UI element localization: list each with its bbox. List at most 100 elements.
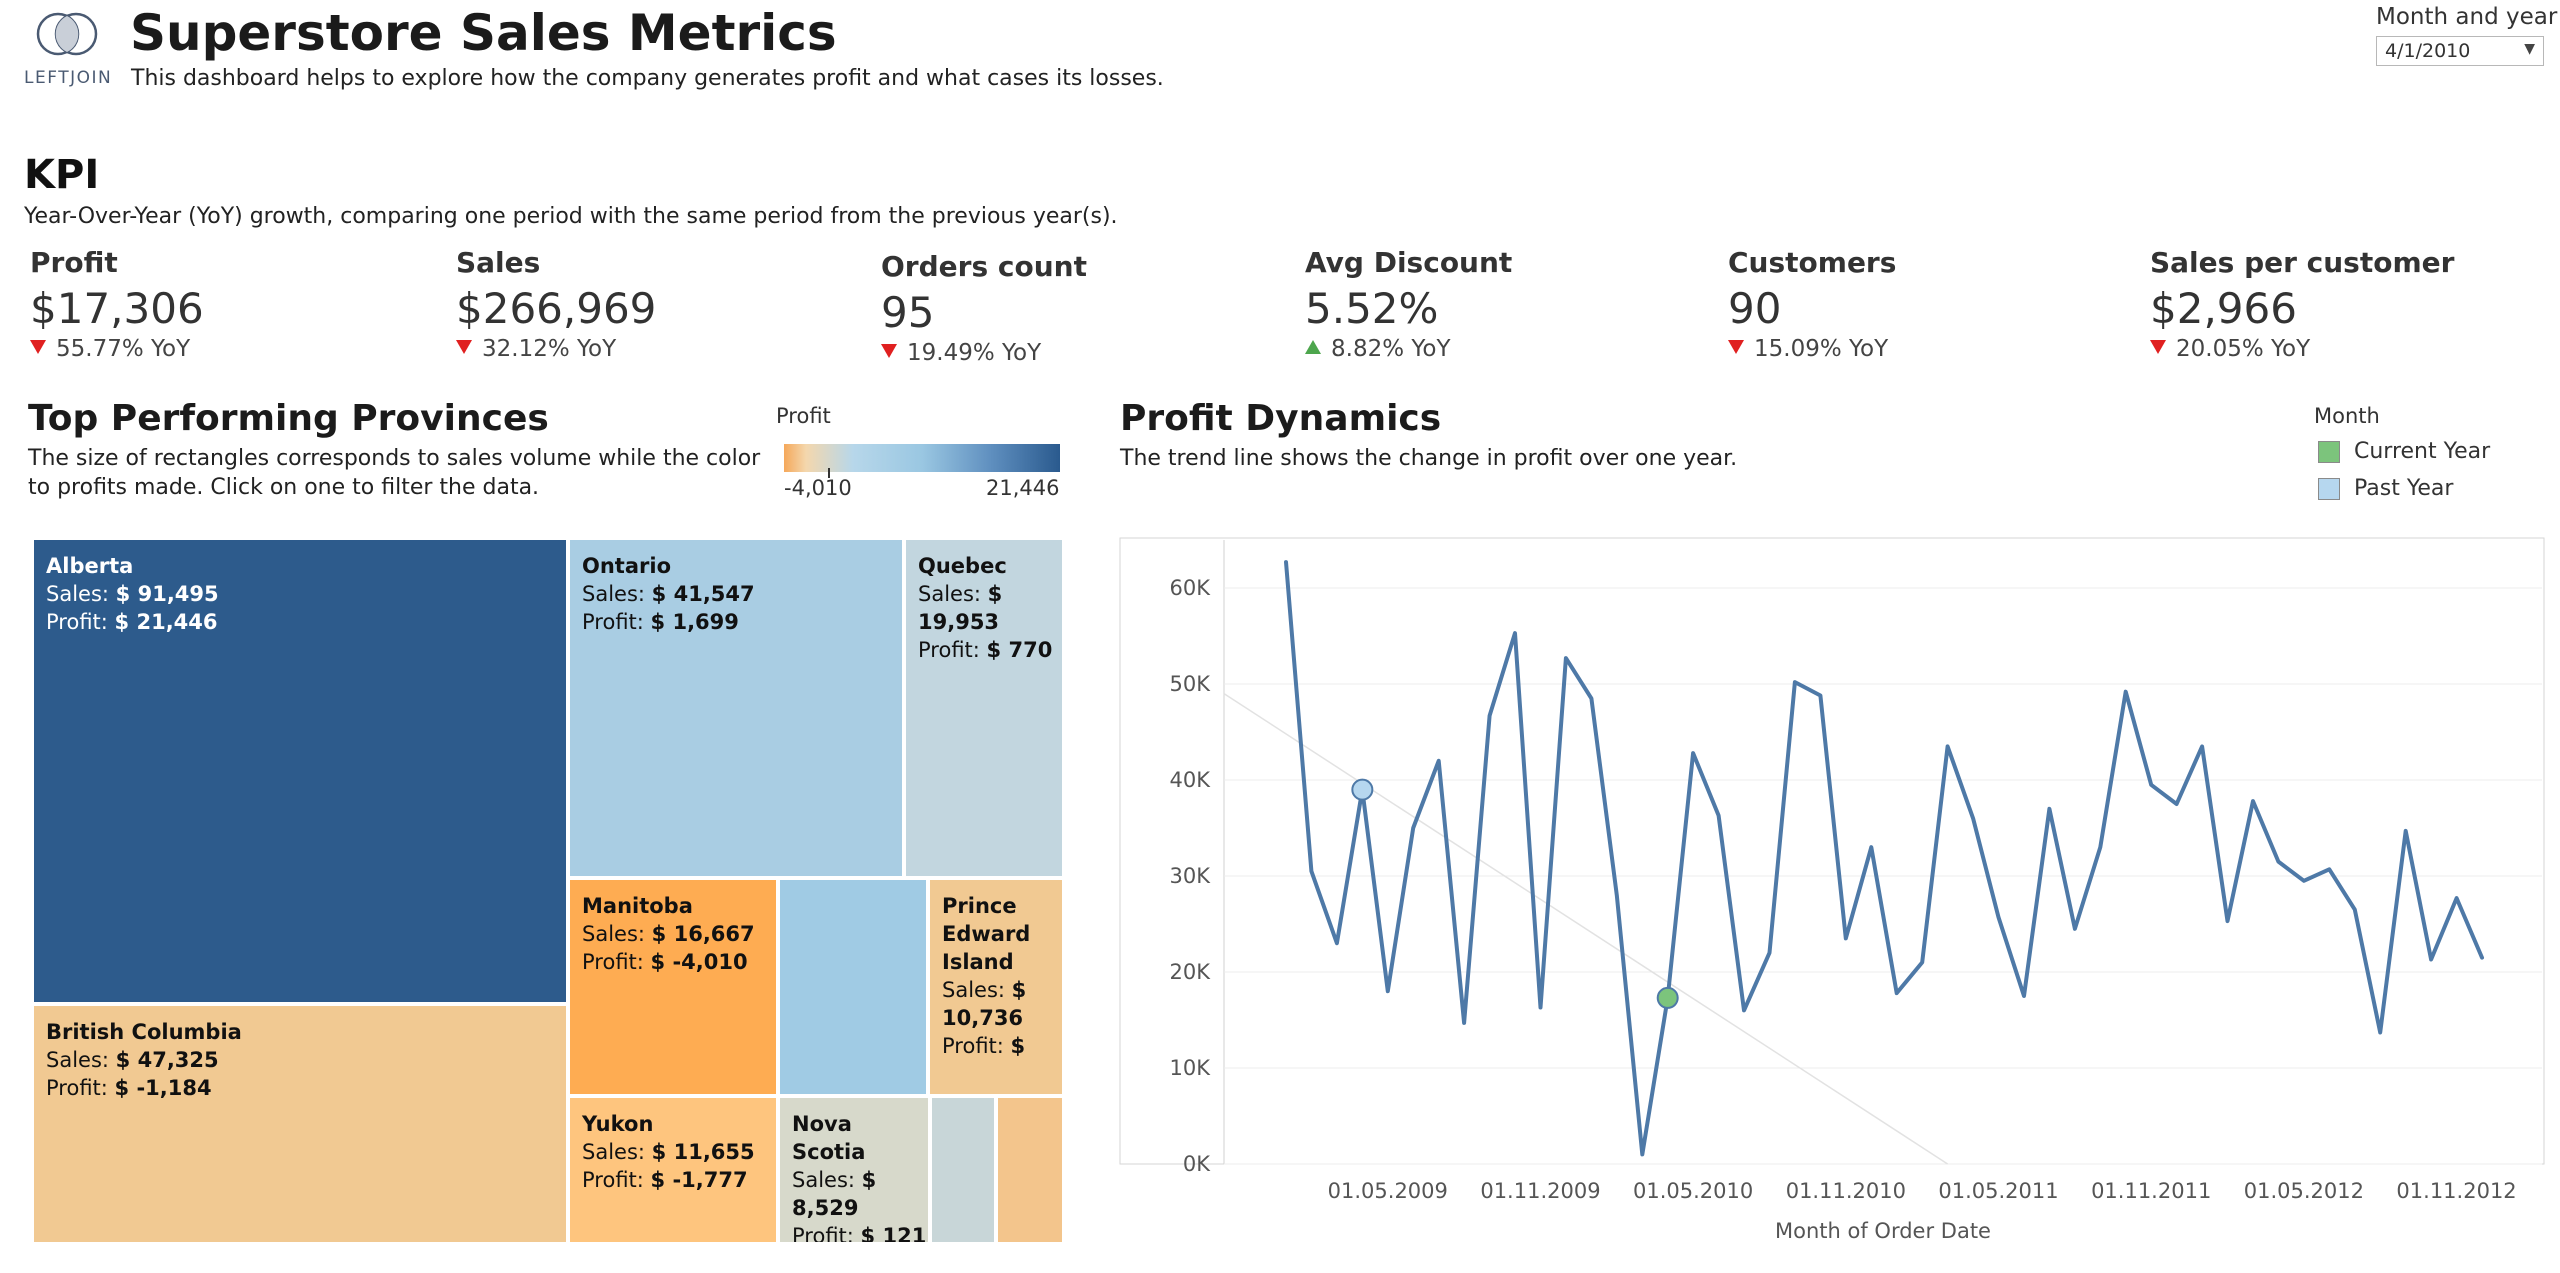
provinces-title: Top Performing Provinces	[28, 398, 549, 439]
leftjoin-logo	[34, 8, 106, 60]
x-tick-label: 01.05.2009	[1328, 1179, 1448, 1203]
profit-dynamics-title: Profit Dynamics	[1120, 398, 1442, 439]
provinces-description: The size of rectangles corresponds to sa…	[28, 446, 761, 500]
kpi-yoy: 8.82% YoY	[1305, 336, 1451, 362]
treemap-tile-manitoba[interactable]: Manitoba Sales: $ 16,667 Profit: $ -4,01…	[568, 878, 778, 1096]
kpi-label: Sales per customer	[2150, 246, 2455, 279]
x-tick-label: 01.05.2010	[1633, 1179, 1753, 1203]
tile-profit: Profit: $ 770	[918, 638, 1053, 662]
treemap-tile-unlabeled[interactable]	[930, 1096, 996, 1244]
month-year-filter-dropdown[interactable]: 4/1/2010 ▼	[2376, 36, 2544, 66]
tile-profit: Profit: $ 21,446	[46, 610, 218, 634]
treemap-tile-yukon[interactable]: Yukon Sales: $ 11,655 Profit: $ -1,777	[568, 1096, 778, 1244]
treemap-tile-british-columbia[interactable]: British Columbia Sales: $ 47,325 Profit:…	[32, 1004, 568, 1244]
legend-zero-tick	[828, 468, 830, 478]
y-tick-label: 10K	[1170, 1056, 1212, 1080]
kpi-value: 95	[881, 288, 935, 337]
tile-sales-value: 8,529	[792, 1196, 859, 1220]
tile-sales: Sales: $ 41,547	[582, 582, 755, 606]
dashboard-title: Superstore Sales Metrics	[130, 4, 837, 62]
kpi-card-customers: Customers 90 15.09% YoY	[1728, 244, 2128, 374]
tile-profit: Profit: $ -1,184	[46, 1076, 212, 1100]
y-tick-label: 50K	[1170, 672, 1212, 696]
kpi-value: $17,306	[30, 284, 204, 333]
tile-sales: Sales: $	[918, 582, 1003, 606]
kpi-card-orders-count: Orders count 95 19.49% YoY	[881, 248, 1281, 378]
provinces-treemap: Alberta Sales: $ 91,495 Profit: $ 21,446…	[32, 538, 1064, 1244]
tile-sales: Sales: $ 91,495	[46, 582, 219, 606]
y-tick-label: 20K	[1170, 960, 1212, 984]
x-axis-title: Month of Order Date	[1775, 1219, 1991, 1243]
tile-sales: Sales: $ 11,655	[582, 1140, 755, 1164]
kpi-yoy: 15.09% YoY	[1728, 336, 1888, 362]
trend-down-icon	[30, 340, 46, 354]
treemap-tile-nova-scotia[interactable]: Nova Scotia Sales: $ 8,529 Profit: $ 121	[778, 1096, 930, 1244]
kpi-heading: KPI	[24, 152, 100, 198]
chart-frame	[1119, 537, 2545, 1165]
month-legend-label: Month	[2314, 404, 2380, 428]
tile-name: British Columbia	[46, 1020, 242, 1044]
trend-down-icon	[881, 344, 897, 358]
logo-text: LEFTJOIN	[24, 68, 113, 88]
dashboard-subtitle: This dashboard helps to explore how the …	[131, 66, 1164, 91]
tile-sales: Sales: $ 47,325	[46, 1048, 219, 1072]
y-tick-label: 60K	[1170, 576, 1212, 600]
kpi-card-sales-per-customer: Sales per customer $2,966 20.05% YoY	[2150, 244, 2550, 374]
tile-name-line: Prince	[942, 894, 1017, 918]
tile-name: Ontario	[582, 554, 671, 578]
profit-dynamics-chart[interactable]: 0K 10K 20K 30K 40K 50K 60K 01.05.2009 01.11.2009…	[1118, 536, 2548, 1256]
tile-sales-value: 10,736	[942, 1006, 1024, 1030]
legend-item-label: Past Year	[2354, 476, 2454, 501]
kpi-card-sales: Sales $266,969 32.12% YoY	[456, 244, 856, 374]
x-tick-label: 01.11.2012	[2396, 1179, 2516, 1203]
tile-name-line: Edward	[942, 922, 1031, 946]
profit-legend-label: Profit	[776, 404, 831, 428]
profit-series-line	[1284, 560, 2484, 1157]
kpi-label: Sales	[456, 246, 541, 279]
kpi-description: Year-Over-Year (YoY) growth, comparing o…	[24, 204, 1118, 229]
treemap-tile-unlabeled[interactable]	[778, 878, 928, 1096]
kpi-card-avg-discount: Avg Discount 5.52% 8.82% YoY	[1305, 244, 1705, 374]
kpi-yoy: 20.05% YoY	[2150, 336, 2310, 362]
trend-line	[1223, 692, 1949, 1165]
tile-sales: Sales: $	[792, 1168, 877, 1192]
kpi-label: Profit	[30, 246, 118, 279]
month-year-filter-label: Month and year	[2376, 4, 2558, 30]
tile-sales-value: 19,953	[918, 610, 1000, 634]
treemap-tile-quebec[interactable]: Quebec Sales: $ 19,953 Profit: $ 770	[904, 538, 1064, 878]
profit-color-legend	[784, 444, 1060, 472]
kpi-label: Customers	[1728, 246, 1897, 279]
kpi-value: 5.52%	[1305, 284, 1439, 333]
tile-name: Alberta	[46, 554, 134, 578]
tile-profit: Profit: $ 1,699	[582, 610, 739, 634]
kpi-value: $2,966	[2150, 284, 2297, 333]
treemap-tile-prince-edward-island[interactable]: Prince Edward Island Sales: $ 10,736 Pro…	[928, 878, 1064, 1096]
x-tick-label: 01.05.2011	[1938, 1179, 2058, 1203]
tile-sales: Sales: $ 16,667	[582, 922, 755, 946]
treemap-tile-alberta[interactable]: Alberta Sales: $ 91,495 Profit: $ 21,446	[32, 538, 568, 1004]
trend-up-icon	[1305, 340, 1321, 354]
tile-profit: Profit: $ -4,010	[582, 950, 748, 974]
kpi-value: $266,969	[456, 284, 657, 333]
y-tick-label: 0K	[1183, 1152, 1211, 1176]
tile-name: Yukon	[582, 1112, 654, 1136]
legend-max-value: 21,446	[986, 476, 1060, 500]
y-tick-label: 40K	[1170, 768, 1212, 792]
tile-sales: Sales: $	[942, 978, 1027, 1002]
highlight-point[interactable]	[1351, 778, 1374, 801]
kpi-yoy: 55.77% YoY	[30, 336, 190, 362]
trend-down-icon	[456, 340, 472, 354]
x-tick-label: 01.11.2011	[2091, 1179, 2211, 1203]
treemap-tile-ontario[interactable]: Ontario Sales: $ 41,547 Profit: $ 1,699	[568, 538, 904, 878]
highlight-point[interactable]	[1656, 986, 1679, 1009]
kpi-value: 90	[1728, 284, 1782, 333]
tile-name: Manitoba	[582, 894, 693, 918]
tile-name-line: Island	[942, 950, 1014, 974]
legend-min-value: -4,010	[784, 476, 852, 500]
kpi-yoy: 32.12% YoY	[456, 336, 616, 362]
month-year-filter-value: 4/1/2010	[2385, 40, 2471, 62]
trend-down-icon	[1728, 340, 1744, 354]
x-tick-label: 01.11.2010	[1786, 1179, 1906, 1203]
chevron-down-icon[interactable]: ▼	[2524, 41, 2535, 57]
treemap-tile-unlabeled[interactable]	[996, 1096, 1064, 1244]
